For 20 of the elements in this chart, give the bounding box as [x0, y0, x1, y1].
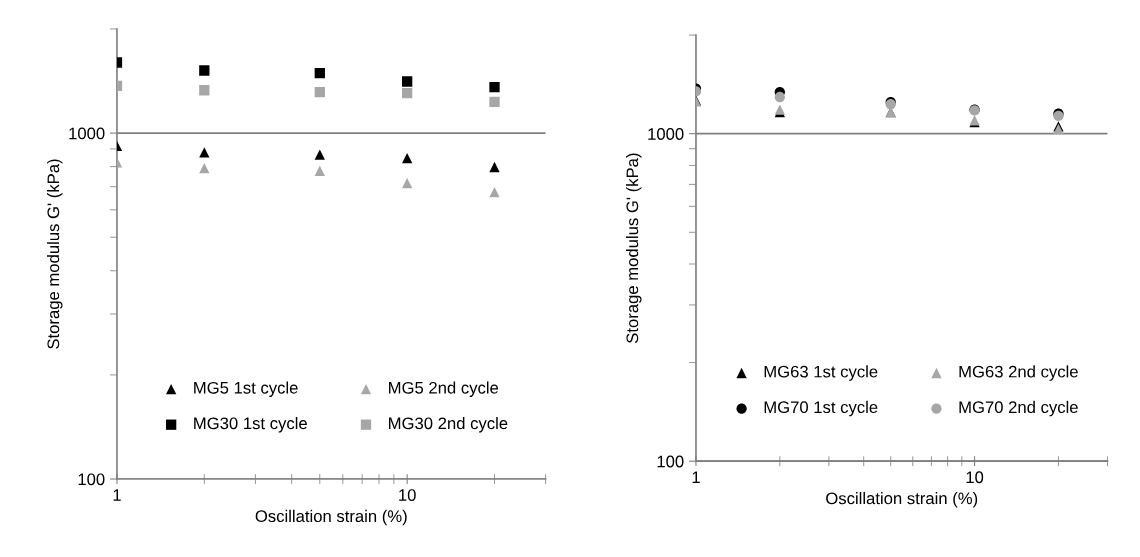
legend-label: MG30 2nd cycle [389, 416, 508, 433]
x-tick-label: 10 [966, 471, 984, 484]
y-tick-label: 100 [78, 473, 105, 486]
legend-label: MG5 1st cycle [194, 381, 298, 397]
x-axis-title: Oscillation strain (%) [255, 509, 407, 526]
y-axis-title: Storage modulus G' (kPa) [626, 153, 642, 343]
x-axis-title: Oscillation strain (%) [826, 492, 978, 508]
y-tick-label: 1000 [69, 127, 105, 140]
x-tick-label: 1 [113, 489, 121, 501]
legend-label: MG63 1st cycle [764, 365, 878, 381]
legend-label: MG30 1st cycle [194, 416, 307, 433]
legend-label: MG70 1st cycle [764, 400, 878, 417]
legend-label: MG63 2nd cycle [959, 365, 1078, 381]
legend-label: MG70 2nd cycle [959, 400, 1078, 417]
y-tick-label: 1000 [648, 128, 684, 140]
x-tick-label: 10 [399, 489, 416, 501]
legend-label: MG5 2nd cycle [389, 381, 499, 397]
x-tick-label: 1 [692, 471, 700, 483]
y-axis-title: Storage modulus G' (kPa) [46, 159, 63, 349]
y-tick-label: 100 [657, 455, 684, 468]
